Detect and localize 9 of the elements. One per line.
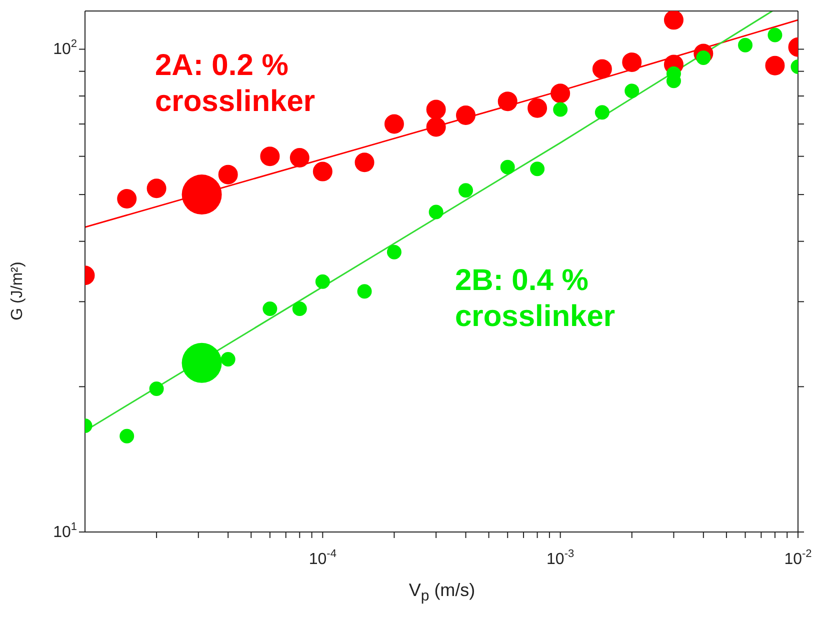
series-label: 2B: 0.4 % crosslinker: [455, 263, 616, 335]
y-tick-label: 10$^{2}$: [53, 38, 77, 58]
y-axis-title: G (J/m²): [9, 262, 27, 320]
series-label: 2A: 0.2 % crosslinker: [155, 48, 316, 120]
x-tick-label: 10$^{-4}$: [308, 548, 336, 568]
y-tick-label: 10$^{1}$: [53, 521, 77, 541]
x-axis-title: V$_{p}$ (m/s): [408, 580, 476, 605]
x-tick-label: 10$^{-3}$: [546, 548, 574, 568]
x-tick-label: 10$^{-2}$: [784, 548, 812, 568]
